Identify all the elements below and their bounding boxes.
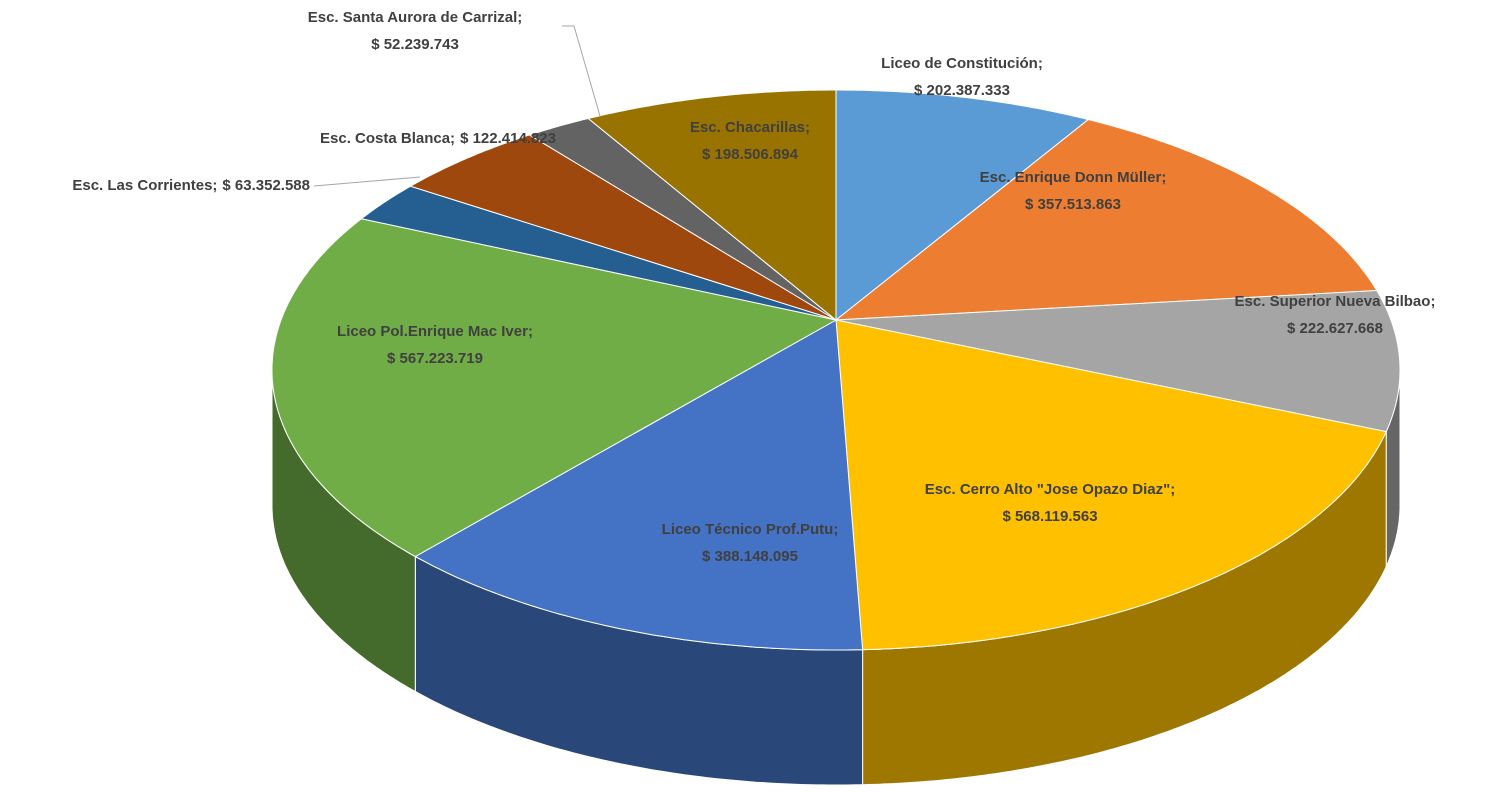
label-value: $ 122.414.823 xyxy=(460,130,556,147)
slice xyxy=(835,289,1401,433)
data-label: Esc. Superior Nueva Bilbao; $ 222.627.668 xyxy=(1235,293,1436,337)
data-label: Esc. Santa Aurora de Carrizal; $ 52.239.7… xyxy=(308,9,523,53)
slice xyxy=(409,134,837,321)
label-value: $ 357.513.863 xyxy=(1025,196,1121,213)
slice xyxy=(414,319,864,651)
label-value: $ 202.387.333 xyxy=(914,82,1010,99)
slice xyxy=(271,218,838,558)
label-value: $ 568.119.563 xyxy=(1002,508,1097,525)
label-category: Esc. Enrique Donn Müller; xyxy=(980,169,1167,186)
label-category: Esc. Superior Nueva Bilbao; xyxy=(1235,293,1436,310)
label-value: $ 567.223.719 xyxy=(387,350,483,367)
label-value: $ 63.352.588 xyxy=(222,177,310,194)
slice xyxy=(834,119,1378,321)
data-label: Esc. Chacarillas; $ 198.506.894 xyxy=(690,119,810,163)
label-value: $ 222.627.668 xyxy=(1287,320,1383,337)
label-category: Esc. Santa Aurora de Carrizal; xyxy=(308,9,523,26)
slice xyxy=(360,185,837,321)
slice xyxy=(528,117,837,321)
label-category: Esc. Costa Blanca; xyxy=(320,130,455,147)
slice xyxy=(835,319,1387,651)
pie-tops xyxy=(271,89,1401,651)
label-category: Esc. Las Corrientes; xyxy=(72,177,217,194)
label-category: Esc. Cerro Alto "Jose Opazo Diaz"; xyxy=(925,481,1175,498)
label-value: $ 198.506.894 xyxy=(702,146,799,163)
data-label: Esc. Cerro Alto "Jose Opazo Diaz"; $ 568.… xyxy=(925,481,1175,525)
label-value: $ 388.148.095 xyxy=(702,548,798,565)
label-value: $ 52.239.743 xyxy=(371,36,459,53)
data-label: Esc. Enrique Donn Müller; $ 357.513.863 xyxy=(980,169,1167,213)
slice xyxy=(835,89,1090,322)
data-label: Liceo de Constitución; $ 202.387.333 xyxy=(881,55,1043,99)
label-category: Liceo Técnico Prof.Putu; xyxy=(662,521,839,538)
data-label: Esc. Costa Blanca; $ 122.414.823 xyxy=(320,130,556,147)
slice xyxy=(587,89,837,322)
data-label: Esc. Las Corrientes; $ 63.352.588 xyxy=(72,177,310,194)
data-label: Liceo Pol.Enrique Mac Iver; $ 567.223.719 xyxy=(337,323,533,367)
label-category: Liceo de Constitución; xyxy=(881,55,1043,72)
label-category: Esc. Chacarillas; xyxy=(690,119,810,136)
leader-line xyxy=(562,25,601,117)
label-category: Liceo Pol.Enrique Mac Iver; xyxy=(337,323,533,340)
data-label: Liceo Técnico Prof.Putu; $ 388.148.095 xyxy=(662,521,839,565)
leader-line xyxy=(313,176,421,187)
